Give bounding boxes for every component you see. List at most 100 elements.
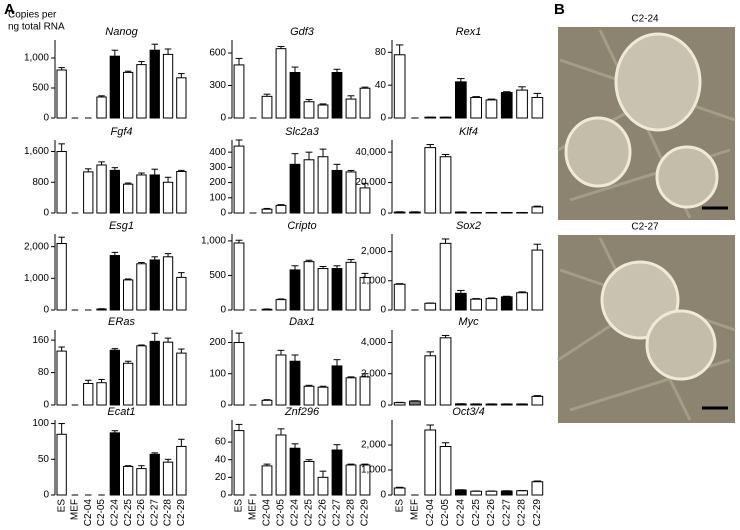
- bar: [233, 342, 245, 406]
- bar: [109, 349, 121, 406]
- y-tick-label: 100: [209, 368, 226, 379]
- chart-title: ERas: [108, 316, 135, 328]
- bar: [56, 69, 67, 119]
- x-tick-label: C2-24: [455, 499, 466, 527]
- bar: [136, 64, 147, 119]
- bar: [359, 87, 371, 119]
- bar: [454, 489, 467, 496]
- x-tick-label: ES: [394, 499, 405, 513]
- bar: [261, 208, 273, 214]
- panel-label: B: [554, 1, 565, 18]
- bar: [531, 96, 544, 119]
- bar: [275, 354, 287, 406]
- y-tick-label: 40: [375, 80, 387, 91]
- bar: [289, 72, 301, 119]
- x-tick-label: C2-29: [532, 499, 543, 527]
- x-tick-label: ES: [234, 499, 245, 513]
- bar: [439, 337, 452, 406]
- bar: [275, 48, 287, 119]
- bar: [485, 490, 498, 496]
- bar: [83, 171, 94, 214]
- bar: [122, 362, 134, 406]
- y-tick-label: 500: [209, 270, 226, 281]
- chart-title: Esg1: [109, 220, 134, 232]
- bar: [454, 403, 467, 406]
- bar: [393, 487, 406, 496]
- bar: [454, 81, 467, 119]
- bar: [331, 72, 343, 119]
- x-tick-label: C2-04: [83, 499, 94, 527]
- bar: [289, 447, 301, 496]
- y-tick-label: 1,000: [361, 275, 386, 286]
- bar: [149, 259, 160, 311]
- y-tick-label: 4,000: [361, 337, 386, 348]
- bar: [303, 460, 315, 496]
- bar: [424, 429, 437, 496]
- bar: [136, 468, 147, 496]
- chart-title: Nanog: [105, 26, 138, 38]
- photo: [557, 27, 736, 220]
- bar: [470, 403, 483, 406]
- y-tick-label: 600: [209, 48, 226, 59]
- bar: [424, 302, 437, 311]
- y-tick-label: 100: [32, 418, 49, 429]
- bar: [289, 360, 301, 406]
- bar: [109, 169, 121, 214]
- bar: [317, 268, 329, 311]
- y-tick-label: 0: [43, 113, 49, 124]
- bar: [56, 433, 67, 496]
- bar: [424, 116, 437, 119]
- bar: [233, 430, 245, 496]
- bar: [439, 242, 452, 311]
- x-tick-label: C2-25: [123, 499, 134, 527]
- x-tick-label: MEF: [410, 499, 421, 520]
- y-tick-label: 0: [380, 400, 386, 411]
- bar: [500, 92, 513, 119]
- chart-title: Sox2: [456, 220, 481, 232]
- bar: [122, 465, 134, 496]
- bar: [345, 98, 357, 119]
- x-tick-label: C2-04: [425, 499, 436, 527]
- bar: [345, 261, 357, 311]
- x-tick-label: C2-27: [332, 499, 343, 527]
- y-tick-label: 200: [209, 337, 226, 348]
- bar: [96, 164, 107, 214]
- bar: [485, 298, 498, 311]
- y-tick-label: 40,000: [355, 147, 386, 158]
- bar: [96, 96, 107, 119]
- bar: [359, 376, 371, 406]
- x-tick-label: MEF: [70, 499, 81, 520]
- y-tick-label: 0: [380, 113, 386, 124]
- bar: [149, 340, 160, 406]
- bar: [393, 283, 406, 311]
- x-tick-label: C2-27: [149, 499, 160, 527]
- bar: [56, 243, 67, 311]
- y-tick-label: 40: [215, 454, 227, 465]
- x-tick-label: C2-29: [360, 499, 371, 527]
- bar: [470, 298, 483, 311]
- chart-title: Myc: [458, 316, 479, 328]
- bar: [149, 49, 160, 119]
- bar: [439, 446, 452, 496]
- x-tick-label: ES: [56, 499, 67, 513]
- bar: [303, 159, 315, 214]
- bar: [500, 490, 513, 496]
- bar: [275, 204, 287, 214]
- photo: [557, 235, 736, 423]
- bar: [409, 211, 421, 214]
- y-tick-label: 2,000: [24, 241, 49, 252]
- y-tick-label: 300: [209, 80, 226, 91]
- y-tick-label: 0: [380, 490, 386, 501]
- chart-title: Dax1: [289, 316, 315, 328]
- bar: [176, 445, 187, 496]
- x-tick-label: C2-26: [136, 499, 147, 527]
- y-tick-label: 20,000: [355, 177, 386, 188]
- bar: [531, 395, 544, 406]
- bar: [470, 490, 483, 496]
- bar: [331, 169, 343, 214]
- x-tick-label: C2-05: [276, 499, 287, 527]
- chart-title: Rex1: [456, 26, 482, 38]
- bar: [359, 277, 371, 311]
- y-tick-label: 0: [220, 490, 226, 501]
- bar: [289, 163, 301, 214]
